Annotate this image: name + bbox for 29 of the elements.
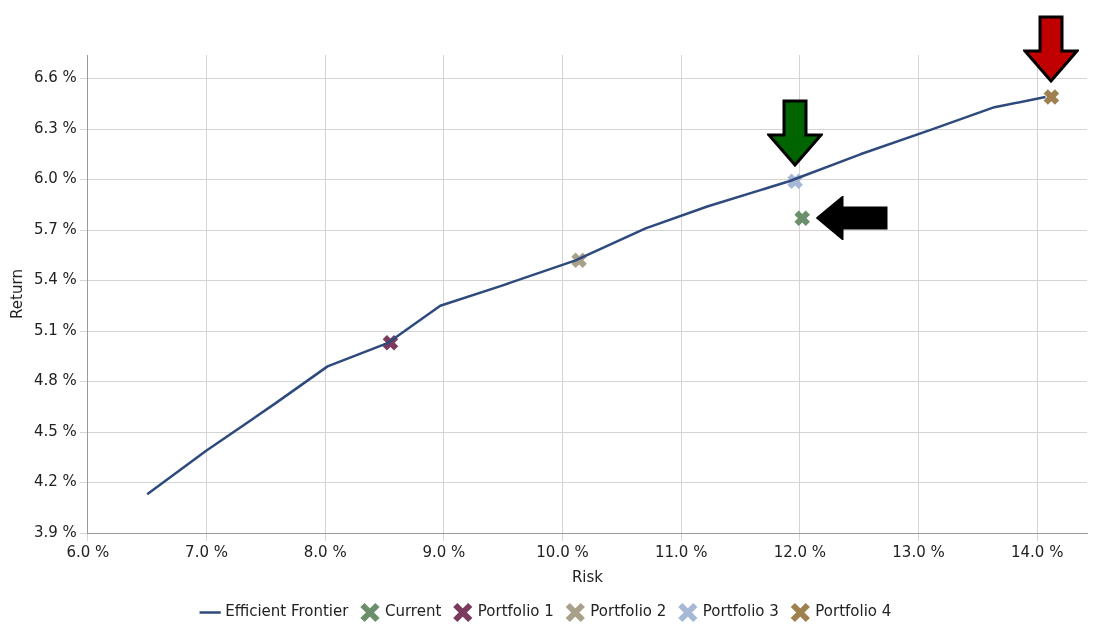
point [793,209,811,227]
y-tick-label: 5.7 % [33,219,77,238]
y-tick-label: 5.4 % [33,270,77,289]
y-tick-label: 5.1 % [33,320,77,339]
legend-label: Portfolio 4 [815,602,892,621]
x-axis-title: Risk [571,567,604,586]
x-tick-label: 10.0 % [536,542,589,561]
x-tick-label: 6.0 % [66,542,110,561]
x-tick-label: 13.0 % [892,542,945,561]
legend-label: Current [384,602,442,621]
x-tick-label: 14.0 % [1010,542,1064,561]
x-tick-label: 9.0 % [422,542,466,561]
point [1042,88,1061,106]
y-axis-title: Return [7,269,26,319]
x-tick-label: 8.0 % [303,542,347,561]
y-tick-label: 3.9 % [33,522,77,541]
x-tick-label: 7.0 % [185,542,228,561]
legend-label: Portfolio 3 [702,602,779,621]
x-tick-label: 12.0 % [773,542,827,561]
legend-label: Efficient Frontier [225,602,350,621]
legend-label: Portfolio 1 [477,602,554,621]
y-tick-label: 6.0 % [33,169,77,188]
y-tick-label: 4.2 % [33,472,77,491]
y-tick-label: 4.5 % [33,421,77,440]
y-tick-label: 6.3 % [33,118,77,137]
y-tick-label: 4.8 % [33,371,77,390]
x-tick-label: 11.0 % [654,542,708,561]
legend-label: Portfolio 2 [590,602,667,621]
y-tick-label: 6.6 % [33,68,77,87]
